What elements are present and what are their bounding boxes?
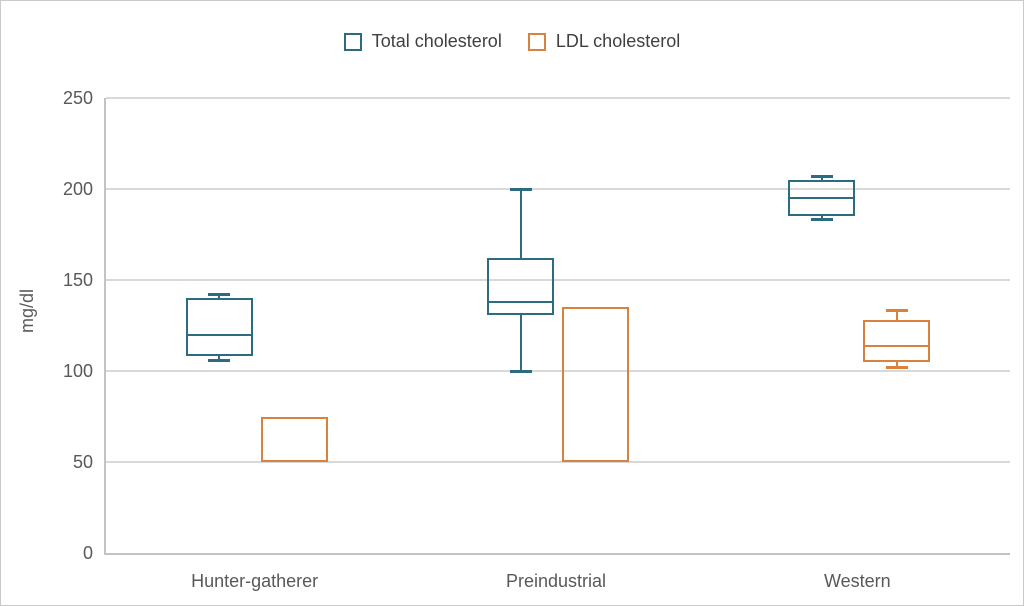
median-line-total-cholesterol-western (788, 197, 856, 200)
gridline-200 (106, 188, 1010, 190)
box-total-cholesterol-preindustrial (487, 258, 554, 315)
upper-whisker-total-cholesterol-western (820, 176, 823, 180)
gridline-250 (106, 97, 1010, 99)
box-ldl-cholesterol-hunter-gatherer (260, 416, 328, 462)
gridline-50 (106, 461, 1010, 463)
box-total-cholesterol-hunter-gatherer (185, 298, 253, 357)
x-category-label-western: Western (823, 571, 891, 591)
x-category-label-preindustrial: Preindustrial (505, 571, 607, 591)
box-ldl-cholesterol-western (863, 320, 931, 362)
upper-whisker-total-cholesterol-preindustrial (519, 189, 522, 259)
lower-whisker-cap-ldl-cholesterol-western (885, 365, 908, 369)
median-line-total-cholesterol-preindustrial (487, 300, 554, 303)
box-ldl-cholesterol-preindustrial (562, 307, 629, 462)
lower-whisker-total-cholesterol-preindustrial (519, 314, 522, 371)
median-line-total-cholesterol-hunter-gatherer (185, 333, 253, 336)
lower-whisker-total-cholesterol-hunter-gatherer (218, 356, 221, 361)
upper-whisker-total-cholesterol-hunter-gatherer (218, 294, 221, 299)
ldl-cholesterol-swatch-icon (527, 32, 546, 51)
lower-whisker-ldl-cholesterol-western (895, 361, 898, 368)
lower-whisker-cap-total-cholesterol-preindustrial (509, 369, 532, 373)
lower-whisker-cap-total-cholesterol-western (810, 218, 833, 222)
upper-whisker-cap-total-cholesterol-hunter-gatherer (208, 293, 231, 297)
plot-area (104, 97, 1010, 555)
total-cholesterol-swatch-icon (343, 32, 362, 51)
upper-whisker-cap-total-cholesterol-preindustrial (509, 187, 532, 191)
upper-whisker-cap-total-cholesterol-western (810, 174, 833, 178)
lower-whisker-total-cholesterol-western (820, 216, 823, 220)
y-tick-label-100: 100 (62, 361, 93, 381)
gridline-100 (106, 370, 1010, 372)
y-tick-label-200: 200 (62, 179, 93, 199)
y-tick-label-50: 50 (72, 452, 93, 472)
x-category-label-hunter-gatherer: Hunter-gatherer (191, 571, 319, 591)
y-tick-label-0: 0 (82, 543, 93, 563)
gridline-150 (106, 279, 1010, 281)
legend-item-ldl-cholesterol: LDL cholesterol (527, 31, 681, 52)
upper-whisker-cap-ldl-cholesterol-western (885, 309, 908, 313)
legend-label: LDL cholesterol (555, 31, 681, 51)
y-tick-label-150: 150 (62, 270, 93, 290)
lower-whisker-cap-total-cholesterol-hunter-gatherer (208, 358, 231, 362)
upper-whisker-ldl-cholesterol-western (895, 310, 898, 321)
legend-label: Total cholesterol (371, 31, 502, 51)
legend-item-total-cholesterol: Total cholesterol (343, 31, 502, 52)
y-tick-label-250: 250 (62, 88, 93, 108)
median-line-ldl-cholesterol-western (863, 344, 931, 347)
legend: Total cholesterol LDL cholesterol (1, 31, 1023, 52)
